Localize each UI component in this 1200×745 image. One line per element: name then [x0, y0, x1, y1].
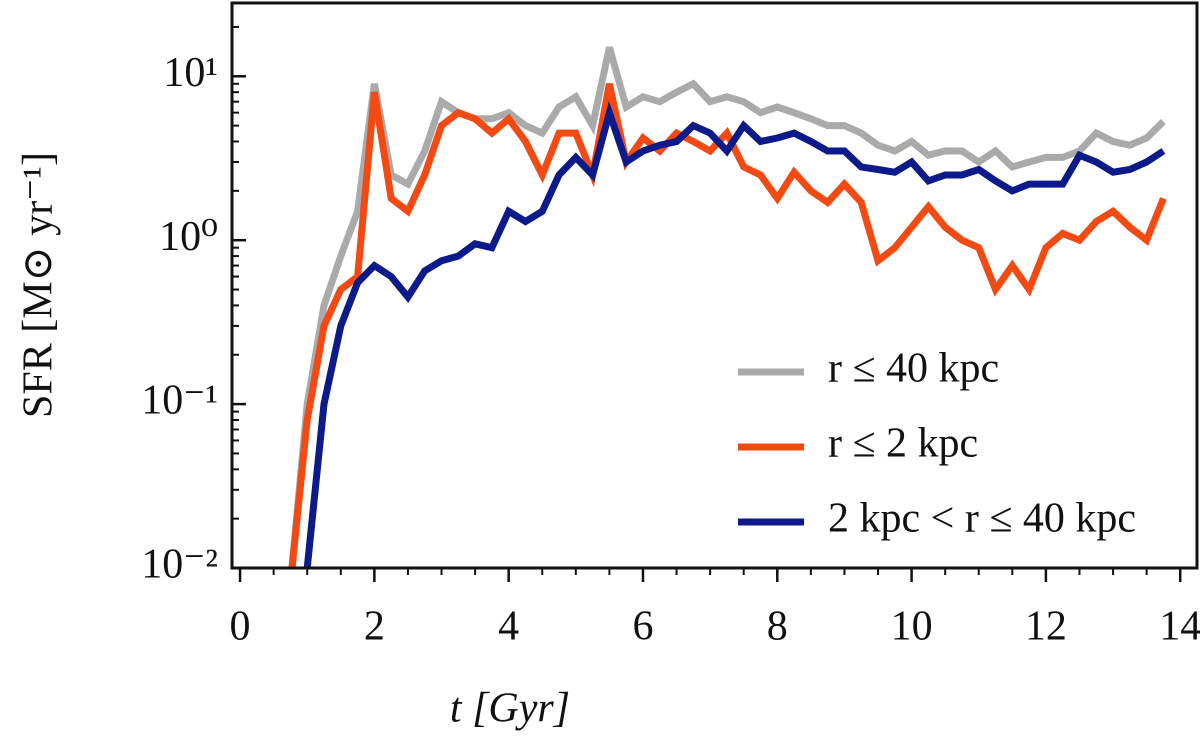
data-line [288, 83, 1167, 567]
legend-label: r ≤ 2 kpc [828, 421, 978, 467]
x-axis-label: t [Gyr] [450, 686, 570, 732]
y-tick-label: 10¹ [163, 50, 218, 96]
y-tick-label: 10⁻² [141, 542, 218, 588]
x-tick-label: 2 [364, 604, 385, 650]
legend-label: 2 kpc < r ≤ 40 kpc [828, 496, 1136, 542]
data-line [303, 100, 1166, 567]
y-tick-label: 10⁻¹ [141, 378, 218, 424]
y-tick-label: 10⁰ [159, 214, 218, 260]
x-tick-label: 0 [230, 604, 251, 650]
legend-label: r ≤ 40 kpc [828, 346, 999, 392]
x-tick-label: 6 [632, 604, 653, 650]
x-tick-label: 10 [891, 604, 933, 650]
x-tick-label: 4 [498, 604, 519, 650]
x-tick-label: 14 [1159, 604, 1200, 650]
plot-area [288, 46, 1167, 567]
x-tick-label: 8 [767, 604, 788, 650]
data-line [288, 46, 1166, 567]
y-axis-label: SFR [M⊙ yr⁻¹] [16, 152, 62, 418]
plot-frame [230, 1, 1199, 570]
x-tick-label: 12 [1025, 604, 1067, 650]
